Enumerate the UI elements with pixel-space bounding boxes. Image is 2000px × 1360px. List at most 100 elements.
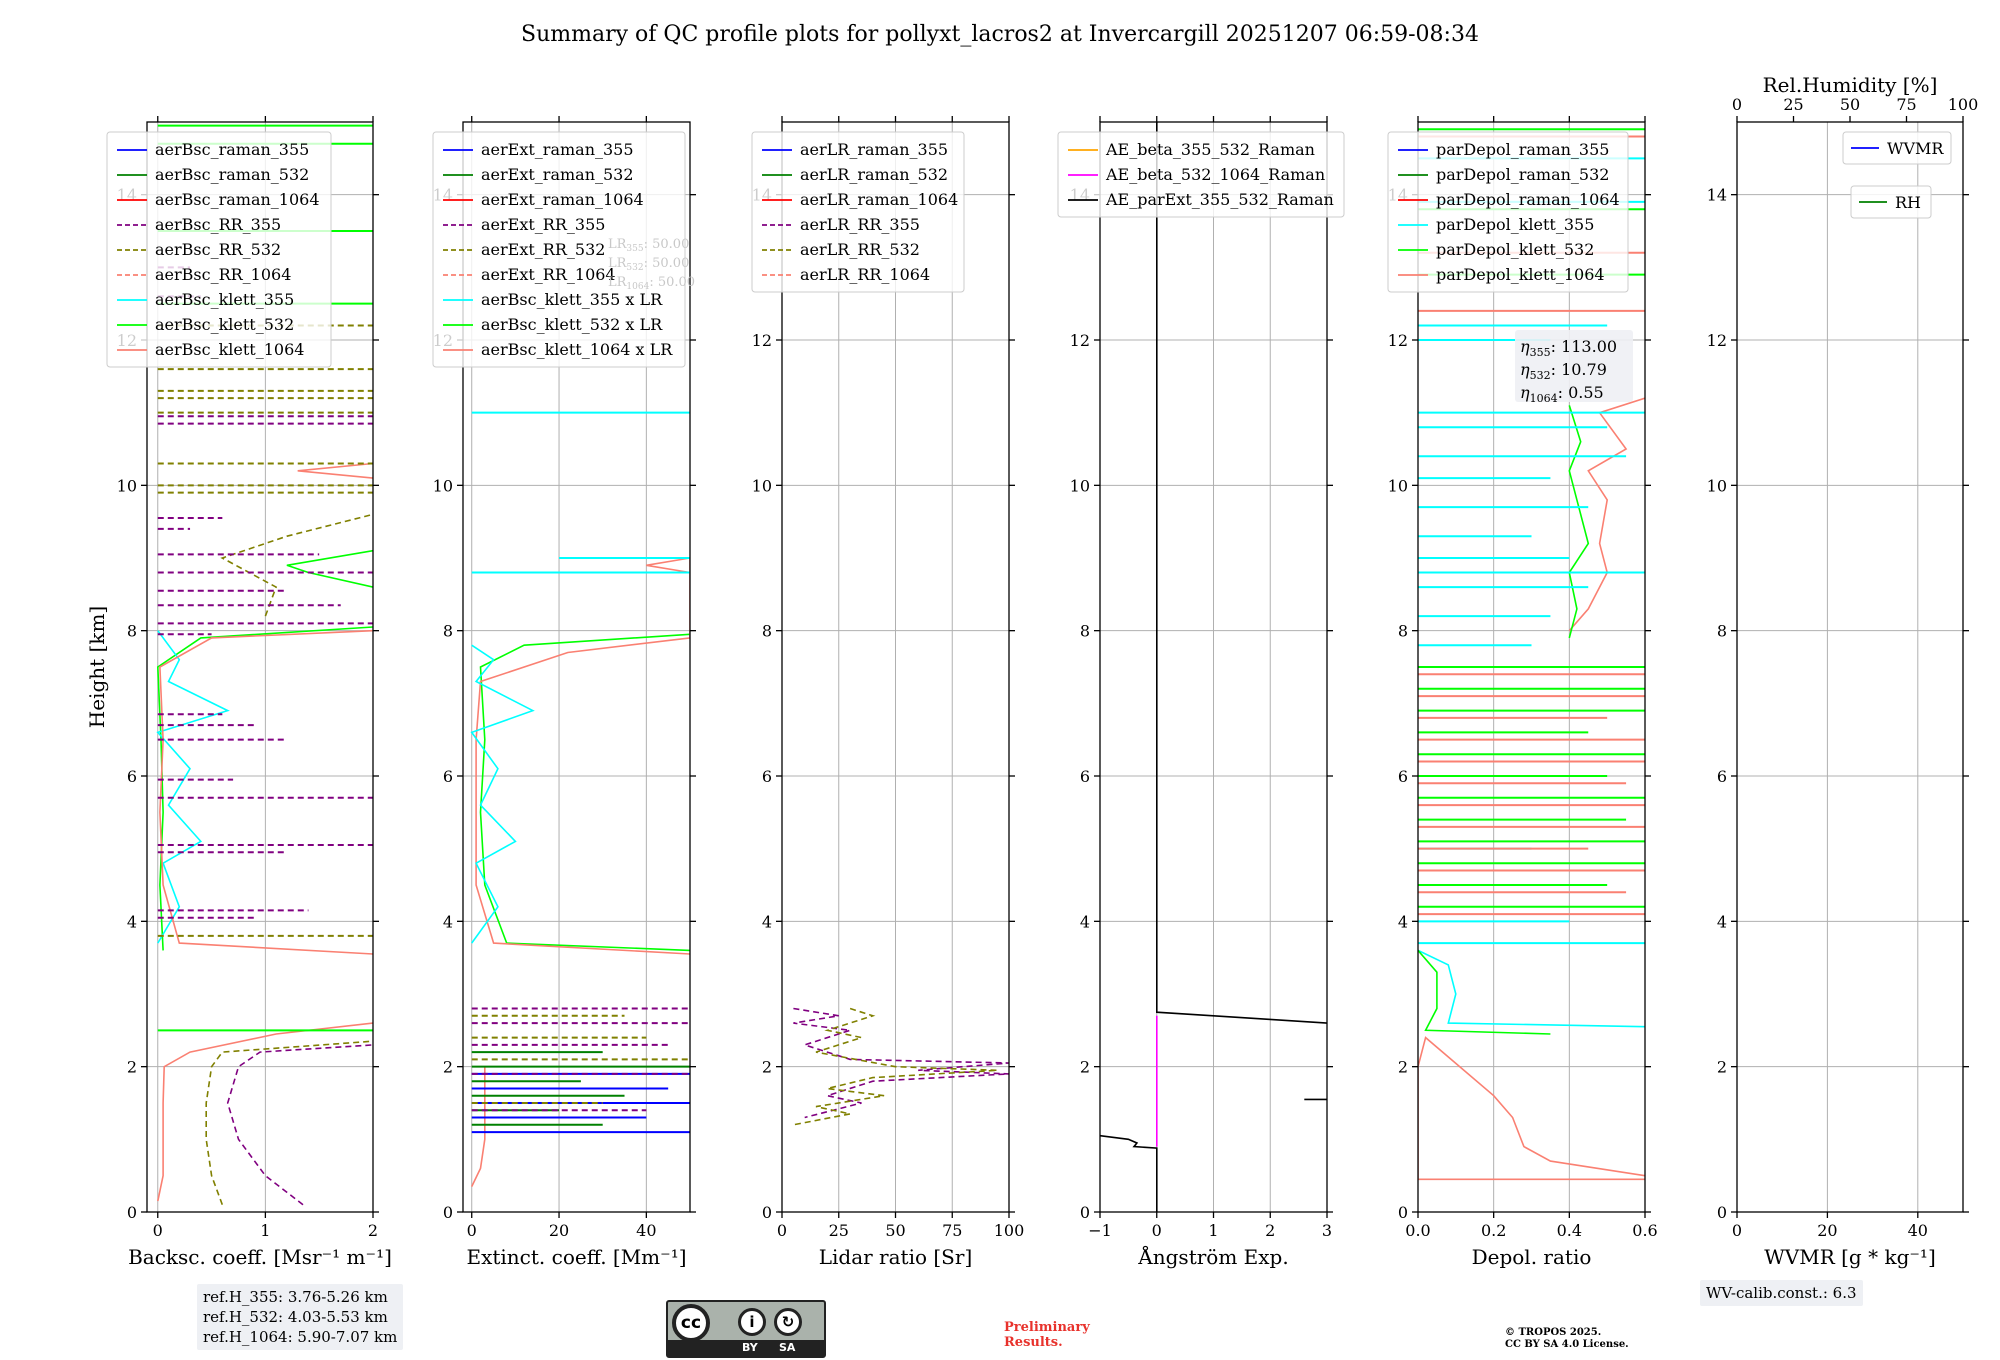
legend-entry: aerLR_raman_532 [800,165,948,184]
y-tick-label: 2 [1398,1058,1408,1077]
legend-entry: aerLR_RR_532 [800,240,920,259]
legend-entry: aerBsc_klett_1064 x LR [481,340,673,359]
x-tick-label: −1 [1088,1221,1112,1240]
legend-entry: aerExt_RR_1064 [481,265,616,284]
ref-height-532: ref.H_532: 4.03-5.53 km [203,1308,388,1326]
legend-entry: aerExt_raman_355 [481,140,634,159]
top-x-tick-label: 25 [1783,95,1803,114]
eta-annotation: η532: 10.79 [1520,360,1607,382]
y-tick-label: 2 [127,1058,137,1077]
y-tick-label: 8 [1717,622,1727,641]
top-x-tick-label: 0 [1732,95,1742,114]
x-tick-label: 0 [1732,1221,1742,1240]
y-tick-label: 0 [1080,1203,1090,1222]
series-aerBsc_klett_1064_cirrus [297,462,373,479]
top-x-tick-label: 75 [1896,95,1916,114]
x-tick-label: 40 [636,1221,656,1240]
series-group [470,411,690,1187]
y-tick-label: 10 [1707,476,1727,495]
y-tick-label: 2 [762,1058,772,1077]
legend-box [751,131,965,293]
legend-box [1387,131,1629,293]
y-tick-label: 10 [1388,476,1408,495]
x-tick-label: 1 [1208,1221,1218,1240]
legend-entry: parDepol_raman_1064 [1436,190,1620,209]
copyright-note: © TROPOS 2025. CC BY SA 4.0 License. [1505,1327,1629,1351]
legend-entry: RH [1895,193,1921,212]
y-tick-label: 4 [1398,912,1408,931]
series-parDepol_klett_1064_upper [1568,397,1645,632]
y-tick-label: 0 [762,1203,772,1222]
series-aerBsc_klett_1064 x LR_upper [475,557,690,955]
x-tick-label: 50 [885,1221,905,1240]
y-tick-label: 2 [443,1058,453,1077]
y-tick-label: 6 [443,767,453,786]
legend-entry: aerBsc_klett_355 [155,290,294,309]
y-tick-label: 8 [127,622,137,641]
y-tick-label: 12 [752,331,772,350]
x-tick-label: 0.2 [1481,1221,1506,1240]
y-tick-label: 8 [443,622,453,641]
legend-entry: parDepol_klett_532 [1436,240,1594,259]
cc-label-bar: BY SA [668,1340,824,1356]
series-group [1100,122,1327,1212]
legend-entry: aerBsc_klett_532 [155,315,294,334]
series-aerBsc_klett_1064 [157,1022,373,1202]
y-tick-label: 10 [752,476,772,495]
y-tick-label: 12 [1070,331,1090,350]
series-aerBsc_klett_355 [156,630,230,944]
x-tick-label: 0 [777,1221,787,1240]
y-tick-label: 8 [1398,622,1408,641]
x-axis-label: Backsc. coeff. [Msr⁻¹ m⁻¹] [128,1245,392,1269]
panel-2: 0246810121402040Extinct. coeff. [Mm⁻¹]ae… [432,116,696,1269]
eta-annotation-box [1515,330,1633,402]
legend-box [1057,131,1345,218]
cc-license-badge: cc i ↻ BY SA [666,1300,826,1358]
legend-entry: aerBsc_RR_532 [155,240,281,259]
y-tick-label: 4 [762,912,772,931]
x-tick-label: 75 [942,1221,962,1240]
series-aerBsc_RR_532_cirrus [220,513,373,617]
x-axis-label: Lidar ratio [Sr] [819,1245,973,1269]
series-aerBsc_klett_532_cirrus [286,549,373,588]
legend-entry: aerLR_raman_355 [800,140,948,159]
legend-entry: parDepol_klett_1064 [1436,265,1605,284]
y-tick-label: 6 [762,767,772,786]
x-tick-label: 100 [994,1221,1025,1240]
x-tick-label: 20 [549,1221,569,1240]
attribution-person-icon: i [738,1308,766,1336]
preliminary-line-2: Results. [1004,1335,1063,1350]
legend-entry: AE_beta_355_532_Raman [1105,140,1315,159]
panel-6: 0 2 4 6 8 10 12 14 0 20 40 0 25 50 75 100 Rel.Humidity [… [1707,73,1979,1269]
legend-entry: AE_parExt_355_532_Raman [1105,190,1334,209]
x-axis-label: Extinct. coeff. [Mm⁻¹] [466,1245,686,1269]
top-x-tick-label: 50 [1840,95,1860,114]
y-tick-label: 10 [117,476,137,495]
series-parDepol_klett_355_low [1418,949,1645,1028]
legend-entry: aerBsc_RR_1064 [155,265,291,284]
legend-entry: aerBsc_RR_355 [155,215,281,234]
series-group [793,1007,1009,1126]
y-tick-label: 4 [443,912,453,931]
series-aerBsc_RR_532 [205,1040,373,1205]
ref-height-1064: ref.H_1064: 5.90-7.07 km [203,1328,398,1346]
lr-annotation: LR1064: 50.00 [608,275,695,292]
series-AE_parExt_355_532_Raman [1156,122,1327,1024]
lr-annotation: LR532: 50.00 [608,256,689,273]
cc-by-label: BY [742,1341,758,1354]
reference-height-box: ref.H_355: 3.76-5.26 km ref.H_532: 4.03-… [197,1284,404,1350]
y-tick-label: 6 [1398,767,1408,786]
top-x-tick-label: 100 [1948,95,1979,114]
legend-entry: aerExt_raman_1064 [481,190,644,209]
series-AE_parExt_355_532_Raman_low [1100,1134,1158,1212]
y-tick-label: 12 [1388,331,1408,350]
legend-entry: aerLR_raman_1064 [800,190,958,209]
x-tick-label: 2 [368,1221,378,1240]
legend-entry: AE_beta_532_1064_Raman [1105,165,1325,184]
x-axis-label: Ångström Exp. [1137,1244,1288,1269]
legend-entry: aerBsc_klett_355 x LR [481,290,663,309]
y-tick-label: 6 [1717,767,1727,786]
x-axis-label: Depol. ratio [1472,1245,1592,1269]
